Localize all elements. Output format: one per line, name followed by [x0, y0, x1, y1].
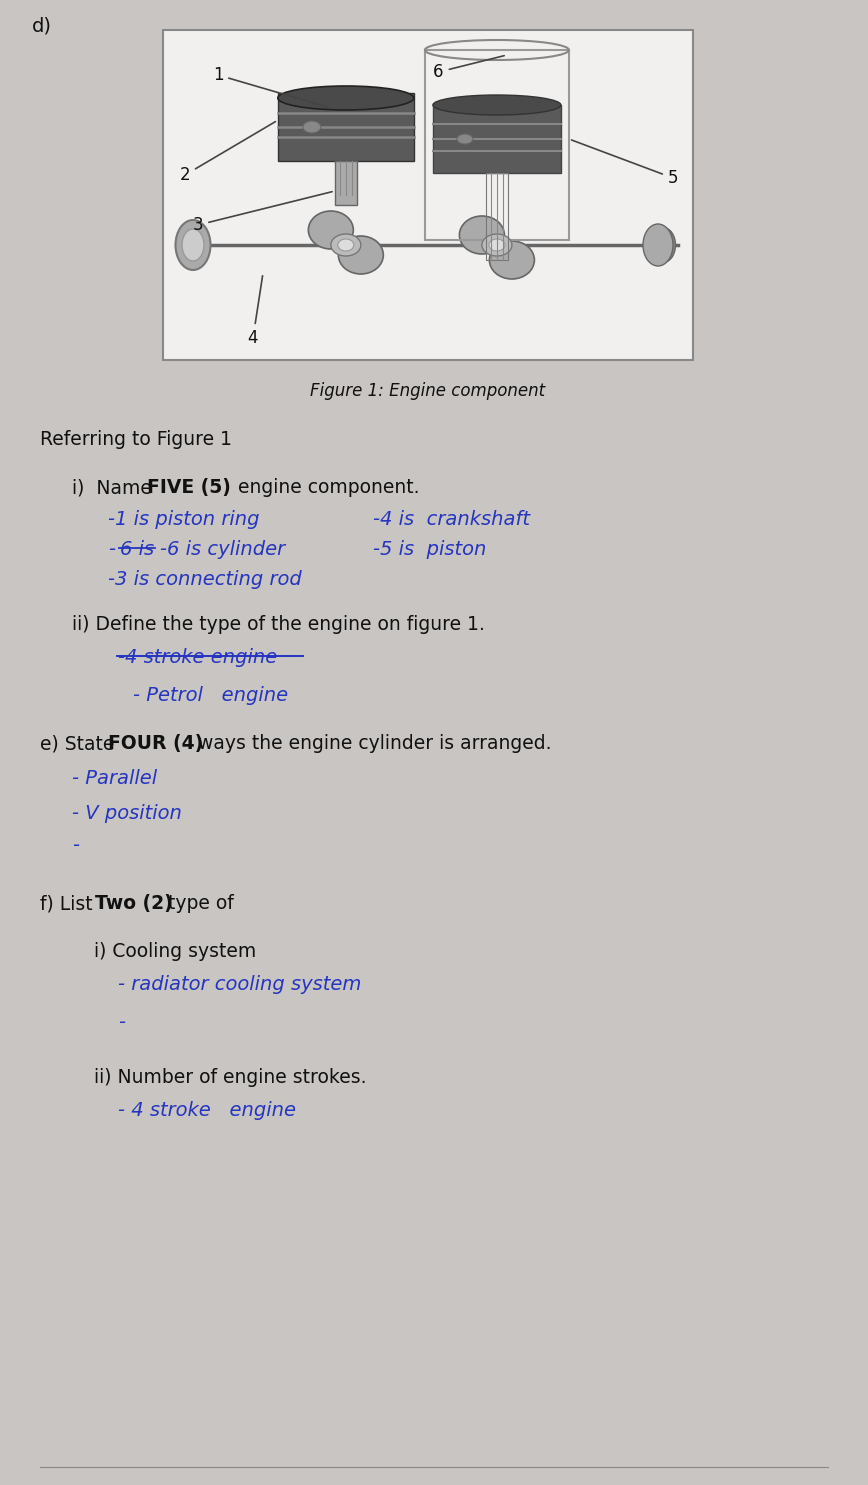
Text: 1: 1 [213, 65, 328, 107]
Ellipse shape [433, 95, 561, 114]
Text: f) List: f) List [40, 894, 99, 913]
Bar [433, 105, 561, 172]
Text: e) State: e) State [40, 734, 121, 753]
Text: Referring to Figure 1: Referring to Figure 1 [40, 431, 232, 448]
Text: - Parallel: - Parallel [72, 769, 157, 789]
Ellipse shape [182, 229, 204, 261]
Text: -1 is piston ring: -1 is piston ring [108, 509, 260, 529]
Ellipse shape [459, 215, 504, 254]
Text: 4: 4 [247, 276, 263, 347]
Ellipse shape [308, 211, 353, 249]
Bar [278, 94, 414, 160]
Ellipse shape [489, 239, 505, 251]
Text: 3: 3 [193, 192, 332, 235]
Text: 5: 5 [571, 140, 678, 187]
Text: ii) Number of engine strokes.: ii) Number of engine strokes. [94, 1068, 366, 1087]
Ellipse shape [482, 235, 512, 255]
Ellipse shape [339, 236, 384, 275]
Text: 6: 6 [433, 55, 504, 82]
Bar [163, 30, 693, 359]
Text: ii) Define the type of the engine on figure 1.: ii) Define the type of the engine on fig… [72, 615, 485, 634]
Text: - Petrol   engine: - Petrol engine [133, 686, 288, 705]
Text: 2: 2 [180, 122, 275, 184]
Text: i) Cooling system: i) Cooling system [94, 941, 256, 961]
Text: -5 is  piston: -5 is piston [373, 541, 486, 558]
Ellipse shape [643, 224, 673, 266]
Text: -: - [72, 836, 79, 855]
Ellipse shape [650, 227, 675, 263]
Text: -: - [108, 541, 115, 558]
Text: FIVE (5): FIVE (5) [147, 478, 231, 497]
Text: d): d) [32, 16, 52, 36]
Text: Two (2): Two (2) [95, 894, 173, 913]
Text: Figure 1: Engine component: Figure 1: Engine component [311, 382, 546, 399]
Text: -4 is  crankshaft: -4 is crankshaft [373, 509, 530, 529]
Text: FOUR (4): FOUR (4) [108, 734, 203, 753]
Ellipse shape [278, 86, 414, 110]
Text: - V position: - V position [72, 803, 182, 823]
Text: -4 stroke engine: -4 stroke engine [118, 647, 277, 667]
Ellipse shape [457, 134, 473, 144]
Bar [335, 160, 357, 205]
Ellipse shape [490, 241, 535, 279]
Bar [486, 172, 508, 260]
Ellipse shape [338, 239, 354, 251]
Text: - radiator cooling system: - radiator cooling system [118, 976, 361, 993]
Text: - 4 stroke   engine: - 4 stroke engine [118, 1100, 296, 1120]
Text: i)  Name: i) Name [72, 478, 158, 497]
Ellipse shape [303, 120, 321, 134]
Text: type of: type of [162, 894, 233, 913]
Text: -: - [118, 1013, 125, 1032]
Bar [425, 50, 569, 241]
Text: -6 is cylinder: -6 is cylinder [160, 541, 285, 558]
Ellipse shape [331, 235, 361, 255]
Text: 6 is: 6 is [120, 541, 155, 558]
Text: -3 is connecting rod: -3 is connecting rod [108, 570, 302, 590]
Text: engine component.: engine component. [232, 478, 419, 497]
Ellipse shape [175, 220, 211, 270]
Text: ways the engine cylinder is arranged.: ways the engine cylinder is arranged. [192, 734, 551, 753]
